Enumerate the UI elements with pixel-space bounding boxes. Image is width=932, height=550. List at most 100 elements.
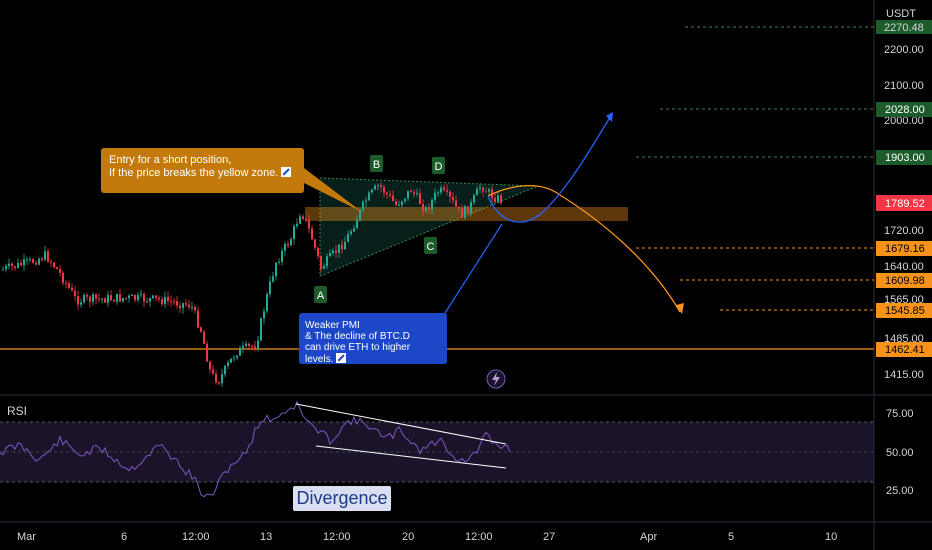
time-tick: 12:00 (465, 531, 493, 543)
candle (53, 262, 55, 268)
candle (41, 258, 43, 260)
candle (392, 195, 394, 202)
candle (443, 187, 445, 191)
candle (38, 258, 40, 265)
price-tick: 1720.00 (884, 225, 924, 237)
candle (215, 373, 217, 383)
candle (83, 294, 85, 303)
candle (251, 345, 253, 347)
candles (2, 182, 502, 387)
candle (197, 310, 199, 328)
note-line: Entry for a short position, (109, 154, 232, 166)
candle (125, 298, 127, 300)
yellow-zone (305, 207, 628, 221)
candle (329, 252, 331, 257)
candle (293, 226, 295, 240)
candle (89, 296, 91, 302)
candle (275, 262, 277, 277)
divergence-label: Divergence (293, 486, 391, 511)
candle (488, 189, 490, 192)
candle (302, 216, 304, 219)
rsi-title: RSI (7, 404, 28, 418)
candle (161, 299, 163, 305)
candle (254, 346, 256, 350)
candle (200, 327, 202, 332)
candle (455, 200, 457, 207)
candle (2, 269, 4, 271)
time-tick: 12:00 (182, 531, 210, 543)
candle (152, 295, 154, 299)
time-tick: 13 (260, 531, 272, 543)
candle (14, 266, 16, 268)
candle (209, 361, 211, 370)
candle (59, 269, 61, 273)
candle (227, 362, 229, 366)
candle (32, 259, 34, 263)
candle (341, 244, 343, 250)
candle (23, 259, 25, 266)
candle (80, 302, 82, 305)
edit-icon (281, 167, 292, 177)
candle (101, 298, 103, 300)
candle (119, 293, 121, 302)
candle (221, 374, 223, 384)
price-tick: 2100.00 (884, 80, 924, 92)
pmi-note[interactable]: Weaker PMI & The decline of BTC.D can dr… (299, 313, 447, 365)
price-label-target: 1903.00 (885, 152, 925, 164)
candle (299, 216, 301, 224)
short-position-note[interactable]: Entry for a short position, If the price… (101, 148, 304, 193)
point-c-label: C (427, 241, 435, 253)
candle (260, 318, 262, 341)
candle (164, 296, 166, 305)
candle (479, 187, 481, 189)
candle (428, 207, 430, 210)
candle (422, 204, 424, 211)
candle (107, 295, 109, 303)
candle (464, 206, 466, 218)
candle (311, 228, 313, 240)
candle (104, 298, 106, 303)
candle (434, 192, 436, 200)
candle (131, 294, 133, 296)
candle (71, 287, 73, 291)
candle (17, 262, 19, 268)
candle (269, 281, 271, 294)
price-label-down: 1679.16 (885, 243, 925, 255)
candle (350, 231, 352, 235)
candle (134, 294, 136, 300)
candle (62, 272, 64, 283)
candle (497, 195, 499, 202)
point-b-label: B (373, 159, 380, 171)
candle (185, 303, 187, 305)
candle (11, 263, 13, 267)
candle (356, 219, 358, 229)
candle (398, 204, 400, 206)
lightning-icon[interactable] (486, 369, 506, 389)
candle (242, 345, 244, 348)
candle (146, 301, 148, 303)
candle (467, 206, 469, 213)
bearish-projection (487, 184, 681, 313)
rsi-tick: 75.00 (886, 408, 914, 420)
candle (308, 219, 310, 229)
candle (239, 347, 241, 356)
candle (35, 262, 37, 265)
candle (359, 209, 361, 220)
candle (407, 190, 409, 199)
candle (95, 294, 97, 299)
price-label-current: 1789.52 (885, 198, 925, 210)
candle (305, 218, 307, 220)
candle (335, 250, 337, 253)
candle (5, 266, 7, 270)
candle (203, 331, 205, 344)
candle (98, 298, 100, 300)
time-tick: Apr (640, 531, 657, 543)
candle (404, 198, 406, 202)
candle (74, 290, 76, 297)
candle (413, 192, 415, 194)
triangle-pattern (319, 177, 539, 277)
candle (230, 358, 232, 363)
candle (476, 188, 478, 196)
candle (257, 340, 259, 350)
